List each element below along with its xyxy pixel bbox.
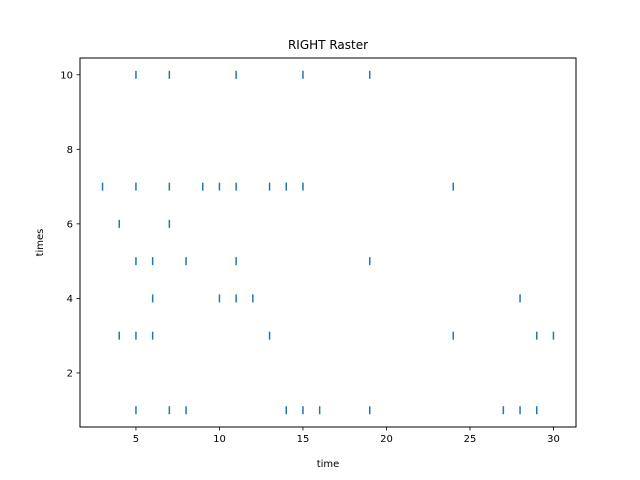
x-tick-label: 25: [464, 434, 477, 445]
x-tick-label: 5: [133, 434, 139, 445]
plot-frame: [79, 57, 577, 428]
y-axis: 2 4 6 8 10: [60, 70, 80, 379]
y-tick-label: 4: [67, 294, 73, 305]
y-tick-label: 6: [67, 219, 73, 230]
x-axis: 5 10 15 20 25 30: [133, 427, 560, 445]
x-tick-label: 15: [297, 434, 310, 445]
y-tick-label: 10: [60, 70, 73, 81]
x-axis-label: time: [317, 459, 340, 470]
y-tick-label: 8: [67, 145, 73, 156]
y-axis-label: times: [35, 229, 46, 257]
chart-title: RIGHT Raster: [288, 38, 368, 52]
raster-marks: [101, 70, 555, 415]
y-tick-label: 2: [67, 368, 73, 379]
x-tick-label: 30: [547, 434, 560, 445]
x-tick-label: 10: [213, 434, 226, 445]
x-tick-label: 20: [380, 434, 393, 445]
